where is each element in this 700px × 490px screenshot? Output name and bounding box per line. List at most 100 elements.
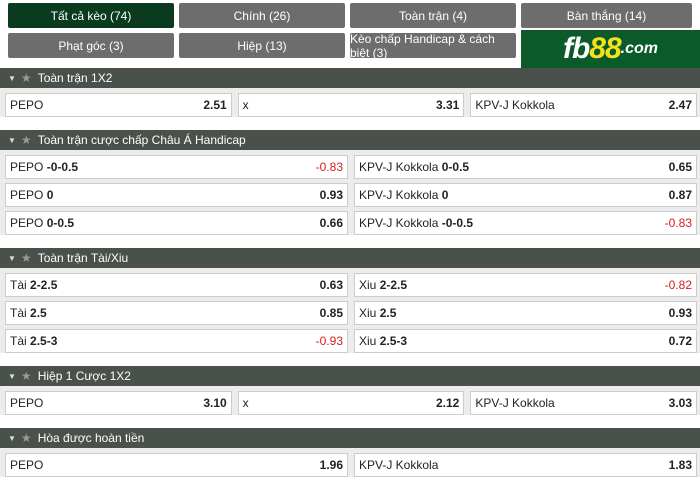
odds-cell[interactable]: Tài 2-2.5 0.63 <box>5 273 348 297</box>
odds-value: 0.65 <box>668 160 692 174</box>
tab-handicap[interactable]: Kèo chấp Handicap & cách biệt (3) <box>350 32 516 60</box>
odds-row: Tài 2-2.5 0.63 Xiu 2-2.5 -0.82 <box>5 273 697 297</box>
odds-cell[interactable]: x 3.31 <box>237 93 465 117</box>
odds-value: 0.72 <box>668 334 692 348</box>
odds-row: Tài 2.5-3 -0.93 Xiu 2.5-3 0.72 <box>5 329 697 353</box>
selection-label: x <box>242 98 249 112</box>
fb88-logo: fb 88 .com <box>521 30 700 68</box>
selection-label: Xiu 2.5-3 <box>359 334 408 348</box>
tab-corners[interactable]: Phạt góc (3) <box>8 33 174 58</box>
section-title: Hiệp 1 Cược 1X2 <box>37 369 131 383</box>
odds-row: PEPO 0 0.93 KPV-J Kokkola 0 0.87 <box>5 183 697 207</box>
odds-value: 0.87 <box>668 188 692 202</box>
odds-cell[interactable]: KPV-J Kokkola 0-0.5 0.65 <box>354 155 697 179</box>
odds-cell[interactable]: Xiu 2-2.5 -0.82 <box>354 273 697 297</box>
star-icon[interactable]: ★ <box>20 71 32 85</box>
star-icon[interactable]: ★ <box>20 133 32 147</box>
section-header[interactable]: ▼ ★ Toàn trận Tài/Xiu <box>0 248 700 268</box>
odds-cell[interactable]: KPV-J Kokkola 0 0.87 <box>354 183 697 207</box>
odds-cell[interactable]: KPV-J Kokkola 2.47 <box>470 93 698 117</box>
odds-value: 2.47 <box>668 98 693 112</box>
odds-value: 3.10 <box>203 396 227 410</box>
selection-label: KPV-J Kokkola <box>475 98 555 112</box>
odds-value: -0.83 <box>664 216 692 230</box>
selection-label: Tài 2-2.5 <box>10 278 58 292</box>
odds-value: 0.93 <box>668 306 692 320</box>
selection-label: KPV-J Kokkola <box>475 396 555 410</box>
selection-label: PEPO <box>10 98 44 112</box>
market-section: ▼ ★ Hòa được hoàn tiền PEPO 1.96 KPV-J Kokko… <box>0 428 700 490</box>
odds-cell[interactable]: PEPO -0-0.5 -0.83 <box>5 155 348 179</box>
odds-value: 2.12 <box>435 396 460 410</box>
section-title: Toàn trận 1X2 <box>37 71 113 85</box>
odds-cell[interactable]: KPV-J Kokkola 3.03 <box>470 391 698 415</box>
selection-label: PEPO <box>10 458 44 472</box>
tab-main[interactable]: Chính (26) <box>179 3 345 28</box>
odds-cell[interactable]: PEPO 0-0.5 0.66 <box>5 211 348 235</box>
odds-value: 1.83 <box>668 458 692 472</box>
odds-cell[interactable]: Xiu 2.5 0.93 <box>354 301 697 325</box>
section-title: Hòa được hoàn tiền <box>37 431 145 445</box>
odds-cell[interactable]: KPV-J Kokkola 1.83 <box>354 453 697 477</box>
selection-label: PEPO 0-0.5 <box>10 216 75 230</box>
star-icon[interactable]: ★ <box>20 369 32 383</box>
market-tabs: Tất cả kèo (74) Chính (26) Toàn trận (4)… <box>0 0 700 68</box>
odds-value: 1.96 <box>319 458 343 472</box>
odds-value: 0.85 <box>319 306 343 320</box>
odds-value: -0.82 <box>664 278 692 292</box>
odds-value: 2.51 <box>203 98 227 112</box>
selection-label: x <box>242 396 249 410</box>
star-icon[interactable]: ★ <box>20 431 32 445</box>
selection-label: KPV-J Kokkola 0-0.5 <box>359 160 470 174</box>
odds-cell[interactable]: PEPO 1.96 <box>5 453 348 477</box>
odds-value: -0.83 <box>315 160 343 174</box>
odds-row: PEPO 2.51 x 3.31 KPV-J Kokkola 2.47 <box>5 93 698 117</box>
tab-goals[interactable]: Bàn thắng (14) <box>521 3 692 28</box>
odds-value: -0.93 <box>315 334 343 348</box>
odds-value: 0.66 <box>319 216 343 230</box>
odds-value: 0.93 <box>319 188 343 202</box>
selection-label: Xiu 2-2.5 <box>359 278 408 292</box>
odds-row: PEPO -0-0.5 -0.83 KPV-J Kokkola 0-0.5 0.65 <box>5 155 697 179</box>
odds-cell[interactable]: Xiu 2.5-3 0.72 <box>354 329 697 353</box>
odds-value: 3.03 <box>668 396 693 410</box>
caret-down-icon[interactable]: ▼ <box>8 135 16 145</box>
caret-down-icon[interactable]: ▼ <box>8 433 16 443</box>
caret-down-icon[interactable]: ▼ <box>8 253 16 263</box>
selection-label: Xiu 2.5 <box>359 306 397 320</box>
odds-cell[interactable]: Tài 2.5 0.85 <box>5 301 348 325</box>
markets: ▼ ★ Toàn trận 1X2 PEPO 2.51 x 3.31 KPV-J Kokko… <box>0 68 700 490</box>
odds-row: Tài 2.5 0.85 Xiu 2.5 0.93 <box>5 301 697 325</box>
section-header[interactable]: ▼ ★ Hòa được hoàn tiền <box>0 428 700 448</box>
odds-cell[interactable]: KPV-J Kokkola -0-0.5 -0.83 <box>354 211 697 235</box>
section-header[interactable]: ▼ ★ Hiệp 1 Cược 1X2 <box>0 366 700 386</box>
odds-cell[interactable]: Tài 2.5-3 -0.93 <box>5 329 348 353</box>
odds-value: 0.63 <box>319 278 343 292</box>
star-icon[interactable]: ★ <box>20 251 32 265</box>
section-header[interactable]: ▼ ★ Toàn trận 1X2 <box>0 68 700 88</box>
section-header[interactable]: ▼ ★ Toàn trận cược chấp Châu Á Handicap <box>0 130 700 150</box>
market-section: ▼ ★ Toàn trận Tài/Xiu Tài 2-2.5 0.63 Xiu 2-2… <box>0 248 700 366</box>
tab-halves[interactable]: Hiệp (13) <box>179 33 345 58</box>
odds-row: PEPO 3.10 x 2.12 KPV-J Kokkola 3.03 <box>5 391 698 415</box>
odds-cell[interactable]: x 2.12 <box>237 391 465 415</box>
odds-cell[interactable]: PEPO 0 0.93 <box>5 183 348 207</box>
selection-label: KPV-J Kokkola -0-0.5 <box>359 216 474 230</box>
tab-all[interactable]: Tất cả kèo (74) <box>8 3 174 28</box>
selection-label: PEPO <box>10 396 44 410</box>
odds-cell[interactable]: PEPO 3.10 <box>5 391 232 415</box>
selection-label: Tài 2.5 <box>10 306 47 320</box>
tab-full-match[interactable]: Toàn trận (4) <box>350 3 516 28</box>
section-title: Toàn trận cược chấp Châu Á Handicap <box>37 133 246 147</box>
caret-down-icon[interactable]: ▼ <box>8 73 16 83</box>
caret-down-icon[interactable]: ▼ <box>8 371 16 381</box>
selection-label: Tài 2.5-3 <box>10 334 58 348</box>
odds-cell[interactable]: PEPO 2.51 <box>5 93 232 117</box>
odds-value: 3.31 <box>435 98 460 112</box>
market-section: ▼ ★ Toàn trận cược chấp Châu Á Handicap PE… <box>0 130 700 248</box>
selection-label: PEPO 0 <box>10 188 54 202</box>
selection-label: KPV-J Kokkola 0 <box>359 188 449 202</box>
section-title: Toàn trận Tài/Xiu <box>37 251 129 265</box>
market-section: ▼ ★ Hiệp 1 Cược 1X2 PEPO 3.10 x 2.12 KPV-J Kok… <box>0 366 700 428</box>
odds-row: PEPO 1.96 KPV-J Kokkola 1.83 <box>5 453 697 477</box>
